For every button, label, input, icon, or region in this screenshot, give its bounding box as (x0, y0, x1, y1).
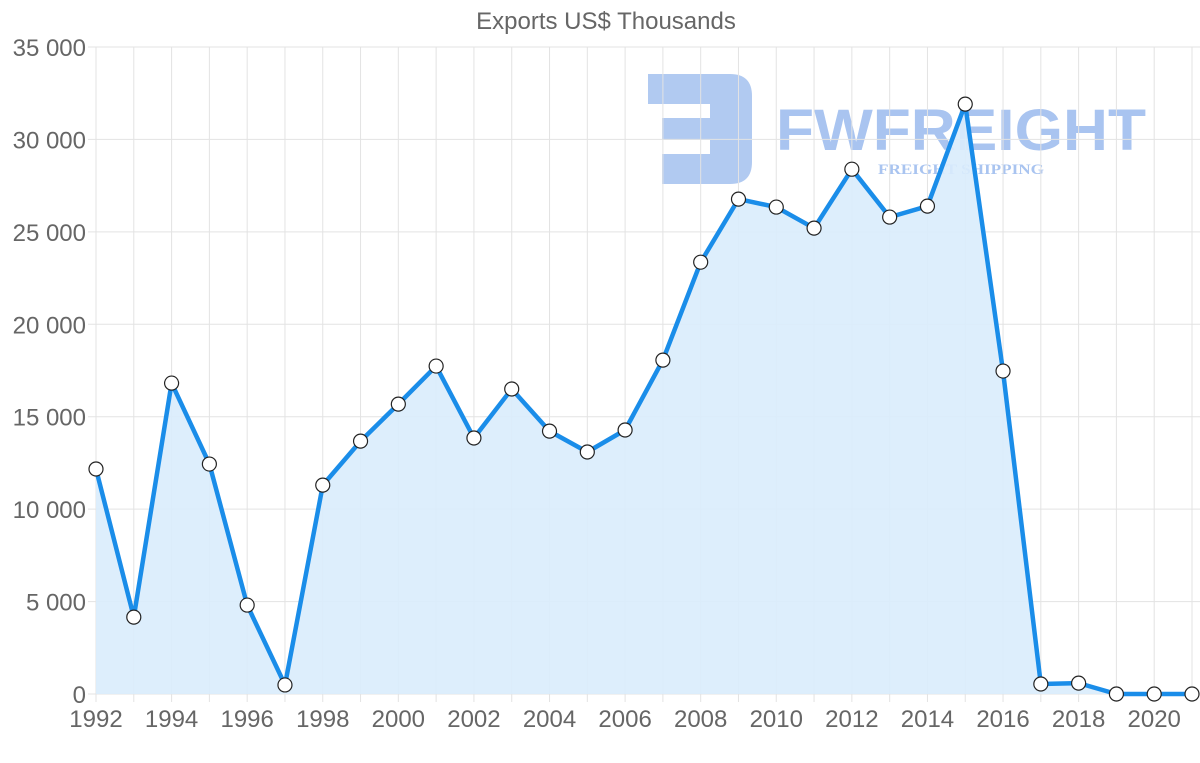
y-tick-label: 15 000 (13, 405, 86, 432)
x-tick-label: 2010 (750, 706, 803, 733)
x-tick-label: 2012 (825, 706, 878, 733)
data-point[interactable] (466, 430, 482, 446)
data-point[interactable] (1184, 686, 1200, 702)
data-point[interactable] (239, 597, 255, 613)
y-tick-label: 10 000 (13, 497, 86, 524)
data-point[interactable] (163, 375, 180, 391)
data-point[interactable] (1146, 686, 1162, 702)
data-point[interactable] (579, 444, 595, 460)
data-point[interactable] (768, 199, 784, 215)
x-tick-label: 1996 (220, 706, 273, 733)
data-point[interactable] (428, 358, 444, 374)
data-point[interactable] (882, 209, 898, 225)
y-tick-label: 35 000 (13, 35, 86, 62)
data-point[interactable] (1108, 686, 1125, 702)
data-point[interactable] (201, 456, 217, 472)
y-axis: 35 000 30 000 25 000 20 000 15 000 10 000 5 00… (13, 35, 86, 709)
data-point[interactable] (617, 422, 633, 438)
data-point[interactable] (88, 461, 104, 477)
x-tick-label: 1994 (145, 706, 198, 733)
x-tick-label: 2002 (447, 706, 500, 733)
data-point[interactable] (541, 423, 558, 439)
y-tick-label: 25 000 (13, 220, 86, 247)
data-point[interactable] (693, 254, 709, 270)
x-tick-label: 2020 (1128, 706, 1181, 733)
x-tick-label: 2014 (901, 706, 954, 733)
data-point[interactable] (919, 198, 936, 214)
x-tick-label: 2008 (674, 706, 727, 733)
x-tick-label: 2004 (523, 706, 576, 733)
data-point[interactable] (352, 433, 369, 449)
data-points (88, 96, 1200, 702)
x-axis: 1992 1994 1996 1998 2000 2002 2004 2006 2008 2010… (69, 706, 1181, 733)
x-tick-label: 2016 (976, 706, 1029, 733)
data-point[interactable] (806, 220, 822, 236)
data-point[interactable] (730, 191, 747, 207)
logo-mark-icon (648, 74, 752, 184)
data-point[interactable] (315, 477, 331, 493)
data-point[interactable] (1071, 675, 1087, 691)
data-point[interactable] (277, 677, 293, 693)
series-line (93, 101, 1192, 697)
y-tick-label: 0 (73, 682, 86, 709)
data-point[interactable] (995, 363, 1011, 379)
x-tick-label: 2006 (598, 706, 651, 733)
data-point[interactable] (655, 352, 671, 368)
x-tick-label: 1998 (296, 706, 349, 733)
x-tick-label: 2018 (1052, 706, 1105, 733)
data-point[interactable] (504, 381, 520, 397)
data-point[interactable] (957, 96, 973, 112)
data-point[interactable] (126, 609, 142, 625)
data-point[interactable] (390, 396, 406, 412)
data-point[interactable] (844, 161, 860, 177)
y-tick-label: 30 000 (13, 127, 86, 154)
y-tick-label: 5 000 (26, 590, 86, 617)
fwfreight-watermark: FWFREIGHT FREIGHT SHIPPING (648, 74, 1146, 184)
chart-title: Exports US$ Thousands (476, 8, 736, 35)
x-tick-label: 2000 (372, 706, 425, 733)
data-point[interactable] (1033, 676, 1049, 692)
x-tick-label: 1992 (69, 706, 122, 733)
y-tick-label: 20 000 (13, 312, 86, 339)
